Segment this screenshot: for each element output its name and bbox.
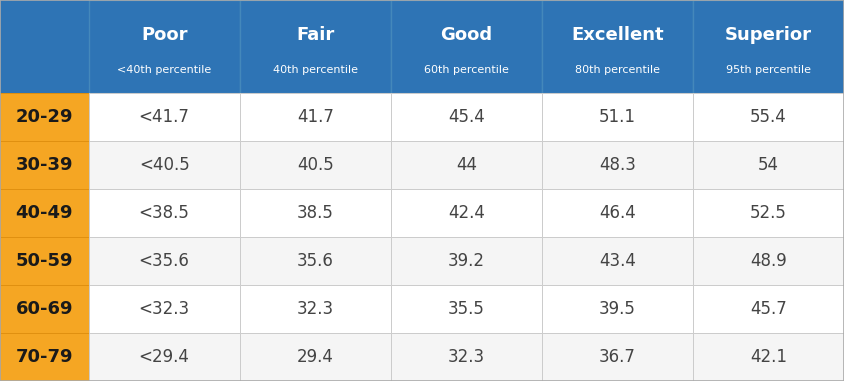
Text: 95th percentile: 95th percentile — [726, 65, 811, 75]
Text: 32.3: 32.3 — [297, 300, 333, 318]
Text: 55.4: 55.4 — [750, 108, 787, 126]
Bar — [240, 189, 391, 237]
Bar — [0, 0, 89, 93]
Text: <32.3: <32.3 — [138, 300, 190, 318]
Text: 42.1: 42.1 — [750, 348, 787, 366]
Text: 39.2: 39.2 — [448, 252, 484, 270]
Bar — [693, 285, 844, 333]
Text: 39.5: 39.5 — [599, 300, 636, 318]
Bar — [240, 237, 391, 285]
Bar — [240, 333, 391, 381]
Bar — [0, 141, 89, 189]
Text: 30-39: 30-39 — [15, 156, 73, 174]
Bar — [542, 333, 693, 381]
Bar — [391, 93, 542, 141]
Bar — [89, 285, 240, 333]
Bar — [240, 141, 391, 189]
Text: <41.7: <41.7 — [138, 108, 190, 126]
Text: 32.3: 32.3 — [448, 348, 484, 366]
Bar — [0, 333, 89, 381]
Text: 48.3: 48.3 — [599, 156, 636, 174]
Bar — [693, 237, 844, 285]
Bar — [391, 237, 542, 285]
Text: 80th percentile: 80th percentile — [575, 65, 660, 75]
Text: 52.5: 52.5 — [750, 204, 787, 222]
Bar — [693, 189, 844, 237]
Bar — [391, 0, 542, 93]
Text: 40th percentile: 40th percentile — [273, 65, 358, 75]
Bar — [0, 93, 89, 141]
Text: 20-29: 20-29 — [15, 108, 73, 126]
Text: 35.6: 35.6 — [297, 252, 333, 270]
Bar — [0, 237, 89, 285]
Text: 45.4: 45.4 — [448, 108, 484, 126]
Text: 54: 54 — [758, 156, 779, 174]
Text: 42.4: 42.4 — [448, 204, 484, 222]
Bar — [542, 93, 693, 141]
Bar — [391, 333, 542, 381]
Text: Poor: Poor — [141, 26, 187, 43]
Text: <40th percentile: <40th percentile — [117, 65, 211, 75]
Text: 45.7: 45.7 — [750, 300, 787, 318]
Text: 40-49: 40-49 — [15, 204, 73, 222]
Text: <29.4: <29.4 — [138, 348, 190, 366]
Text: 40.5: 40.5 — [297, 156, 333, 174]
Text: Superior: Superior — [725, 26, 812, 43]
Bar — [0, 189, 89, 237]
Bar — [693, 141, 844, 189]
Bar — [542, 237, 693, 285]
Text: Good: Good — [441, 26, 492, 43]
Text: 70-79: 70-79 — [15, 348, 73, 366]
Text: <40.5: <40.5 — [138, 156, 190, 174]
Text: 38.5: 38.5 — [297, 204, 333, 222]
Bar — [240, 285, 391, 333]
Bar — [240, 93, 391, 141]
Bar — [89, 333, 240, 381]
Bar — [89, 0, 240, 93]
Text: Fair: Fair — [296, 26, 334, 43]
Bar — [0, 285, 89, 333]
Bar — [391, 189, 542, 237]
Bar — [542, 189, 693, 237]
Text: 36.7: 36.7 — [599, 348, 636, 366]
Text: 35.5: 35.5 — [448, 300, 484, 318]
Bar — [240, 0, 391, 93]
Text: 50-59: 50-59 — [15, 252, 73, 270]
Bar — [89, 237, 240, 285]
Bar — [89, 189, 240, 237]
Bar — [693, 0, 844, 93]
Bar — [391, 285, 542, 333]
Bar — [542, 285, 693, 333]
Text: 46.4: 46.4 — [599, 204, 636, 222]
Text: 44: 44 — [456, 156, 477, 174]
Text: 41.7: 41.7 — [297, 108, 333, 126]
Text: 60th percentile: 60th percentile — [424, 65, 509, 75]
Text: 29.4: 29.4 — [297, 348, 333, 366]
Text: <35.6: <35.6 — [138, 252, 190, 270]
Text: 51.1: 51.1 — [599, 108, 636, 126]
Text: 48.9: 48.9 — [750, 252, 787, 270]
Text: 43.4: 43.4 — [599, 252, 636, 270]
Text: <38.5: <38.5 — [138, 204, 190, 222]
Bar — [693, 93, 844, 141]
Bar — [542, 0, 693, 93]
Text: 60-69: 60-69 — [15, 300, 73, 318]
Bar — [693, 333, 844, 381]
Bar — [89, 93, 240, 141]
Bar — [391, 141, 542, 189]
Text: Excellent: Excellent — [571, 26, 663, 43]
Bar — [89, 141, 240, 189]
Bar — [542, 141, 693, 189]
